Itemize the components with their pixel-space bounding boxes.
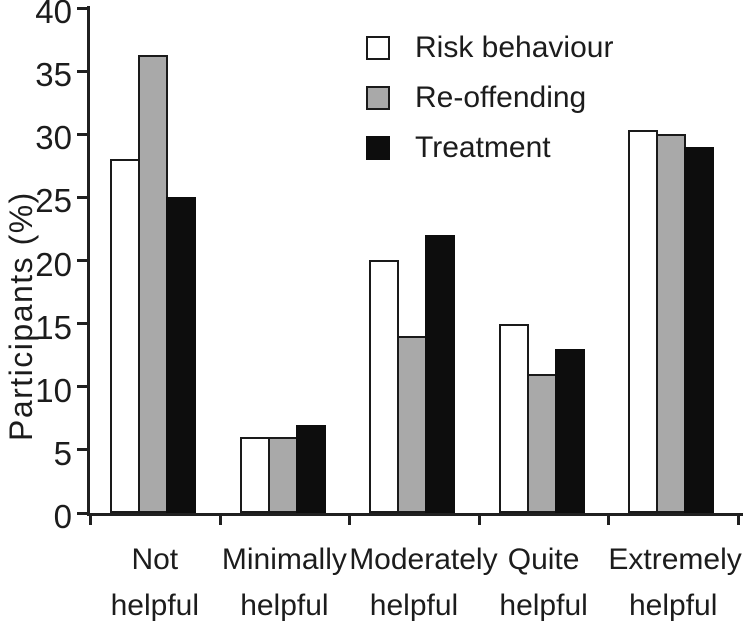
x-category-label-extremely-helpful: Extremely helpful xyxy=(608,537,742,627)
x-category-line: Minimally xyxy=(221,543,347,576)
bar-re-offending-extremely-helpful xyxy=(656,134,686,513)
y-tick-mark xyxy=(77,69,88,73)
y-axis-line xyxy=(87,6,90,516)
bar-risk-behaviour-minimally-helpful xyxy=(240,437,270,513)
x-tick-mark xyxy=(89,513,92,525)
legend-label: Risk behaviour xyxy=(415,31,614,64)
x-category-line: helpful xyxy=(628,589,718,622)
bar-treatment-not-helpful xyxy=(166,197,196,513)
x-category-line: Moderately xyxy=(349,543,498,576)
x-category-line: helpful xyxy=(110,589,199,622)
legend-swatch-re-offending xyxy=(366,86,390,110)
x-tick-mark xyxy=(607,513,610,525)
bar-re-offending-minimally-helpful xyxy=(268,437,298,513)
y-tick-label: 30 xyxy=(35,119,72,157)
y-tick-mark xyxy=(77,322,88,326)
x-tick-mark xyxy=(348,513,351,525)
x-category-line: Extremely xyxy=(608,543,742,576)
y-tick-label: 0 xyxy=(53,498,72,535)
legend: Risk behaviour Re-offending Treatment xyxy=(366,31,613,186)
bar-risk-behaviour-extremely-helpful xyxy=(628,130,658,513)
x-tick-mark xyxy=(219,513,222,525)
legend-item-risk-behaviour: Risk behaviour xyxy=(366,31,613,64)
bar-treatment-quite-helpful xyxy=(555,349,585,513)
y-tick-label: 25 xyxy=(35,182,72,220)
y-tick-mark xyxy=(77,259,88,262)
bar-treatment-minimally-helpful xyxy=(296,425,326,513)
y-tick-mark xyxy=(77,448,88,452)
bar-risk-behaviour-quite-helpful xyxy=(499,324,529,513)
y-tick-mark xyxy=(77,195,88,199)
x-category-line: helpful xyxy=(499,589,588,622)
legend-label: Re-offending xyxy=(415,81,587,114)
x-category-line: helpful xyxy=(369,589,459,622)
y-tick-label: 35 xyxy=(35,56,72,94)
legend-item-treatment: Treatment xyxy=(366,131,613,164)
bar-treatment-extremely-helpful xyxy=(684,147,714,513)
bar-risk-behaviour-not-helpful xyxy=(110,159,140,513)
x-category-line: Not xyxy=(131,543,179,576)
x-axis-line xyxy=(87,513,743,516)
legend-swatch-treatment xyxy=(366,136,390,160)
y-tick-label: 40 xyxy=(35,0,72,30)
x-category-label-quite-helpful: Quite helpful xyxy=(479,537,609,627)
y-tick-mark xyxy=(77,511,88,515)
y-tick-label: 5 xyxy=(53,434,72,472)
y-tick-label: 20 xyxy=(35,245,72,283)
bar-re-offending-not-helpful xyxy=(138,55,168,513)
y-tick-mark xyxy=(77,132,88,136)
x-category-line: helpful xyxy=(240,589,329,622)
x-category-label-minimally-helpful: Minimally helpful xyxy=(220,537,350,627)
bar-re-offending-quite-helpful xyxy=(527,374,557,513)
bar-treatment-moderately-helpful xyxy=(425,235,455,513)
bar-re-offending-moderately-helpful xyxy=(397,336,427,513)
legend-swatch-risk-behaviour xyxy=(366,36,390,60)
legend-item-re-offending: Re-offending xyxy=(366,81,613,114)
x-category-label-not-helpful: Not helpful xyxy=(90,537,220,627)
x-tick-mark xyxy=(737,513,740,525)
y-tick-mark xyxy=(77,6,88,10)
x-category-label-moderately-helpful: Moderately helpful xyxy=(349,537,498,627)
legend-label: Treatment xyxy=(415,131,551,164)
y-tick-label: 15 xyxy=(35,308,72,346)
y-tick-label: 10 xyxy=(35,371,72,409)
x-category-line: Quite xyxy=(507,543,580,576)
bar-risk-behaviour-moderately-helpful xyxy=(369,260,399,513)
y-tick-mark xyxy=(77,385,88,389)
x-tick-mark xyxy=(478,513,481,525)
